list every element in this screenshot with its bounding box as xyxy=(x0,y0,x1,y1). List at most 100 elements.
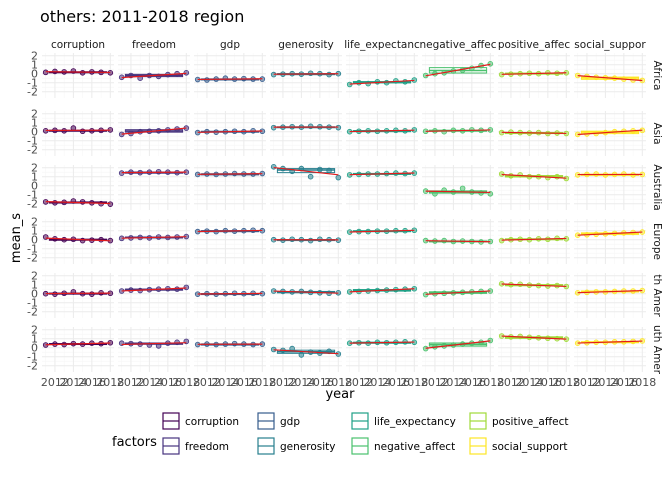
column-strip-negative_affect: negative_affec xyxy=(419,39,496,51)
trend-line-2-life_expectancy xyxy=(349,172,415,176)
y-tick-label-5-2: 0 xyxy=(31,342,38,355)
panel-3-negative_affect xyxy=(422,219,494,264)
row-strip-3: Europe xyxy=(651,223,663,260)
x-tick-label-1-2: 2016 xyxy=(154,376,182,389)
point-5-freedom-2015 xyxy=(155,343,162,349)
panel-2-life_expectancy xyxy=(346,165,418,210)
trend-line-1-social_support xyxy=(577,129,643,136)
trend-line-2-corruption xyxy=(45,201,111,205)
trend-line-5-life_expectancy xyxy=(349,341,415,344)
column-strip-social_support: social_suppor xyxy=(574,39,646,51)
x-tick-label-7-1: 2014 xyxy=(591,376,619,389)
legend-item-life_expectancy: life_expectancy xyxy=(351,412,456,430)
point-0-life_expectancy-2017 xyxy=(402,79,408,85)
panel-0-freedom xyxy=(118,53,190,98)
y-tick-label-4-4: 2 xyxy=(31,270,38,283)
panel-2-negative_affect xyxy=(422,165,494,210)
point-4-freedom-2018 xyxy=(183,284,190,291)
column-strip-life_expectancy: life_expectanc xyxy=(344,39,420,51)
trend-line-3-freedom xyxy=(121,236,187,239)
point-2-positive_affect-2017 xyxy=(554,173,560,180)
y-tick-label-2-3: 1 xyxy=(31,171,38,184)
point-5-freedom-2017 xyxy=(174,339,180,346)
trend-line-3-corruption xyxy=(45,237,111,242)
y-tick-label-3-3: 1 xyxy=(31,225,38,238)
trend-line-1-freedom xyxy=(121,127,187,135)
trend-line-3-social_support xyxy=(577,231,643,236)
trend-line-2-gdp xyxy=(197,173,263,175)
point-0-life_expectancy-2014 xyxy=(374,79,381,85)
y-axis-title: mean_s xyxy=(9,213,24,263)
y-tick-label-0-4: 2 xyxy=(31,50,38,63)
legend-item-gdp: gdp xyxy=(257,412,300,430)
x-tick-label-0-2: 2016 xyxy=(78,376,106,389)
panel-0-generosity xyxy=(270,53,342,98)
column-strip-corruption: corruption xyxy=(51,39,105,51)
trend-line-3-positive_affect xyxy=(501,237,567,241)
column-strip-gdp: gdp xyxy=(220,39,240,51)
y-tick-label-1-2: 0 xyxy=(31,126,38,139)
x-tick-label-6-0: 2012 xyxy=(497,376,525,389)
panel-1-corruption xyxy=(42,111,114,156)
legend-label-positive_affect: positive_affect xyxy=(492,416,568,428)
panel-2-positive_affect xyxy=(498,165,570,210)
point-3-generosity-2015 xyxy=(307,237,314,244)
point-0-corruption-2014 xyxy=(70,68,77,74)
y-tick-label-1-3: 1 xyxy=(31,117,38,130)
point-3-corruption-2017 xyxy=(98,236,104,243)
panel-0-corruption xyxy=(42,53,114,98)
row-strip-5: uth Amer xyxy=(651,325,663,375)
panel-5-generosity xyxy=(270,327,342,372)
y-tick-label-4-1: -1 xyxy=(27,297,38,310)
point-0-corruption-2011 xyxy=(42,69,49,76)
panel-5-social_support xyxy=(574,327,646,372)
point-1-negative_affect-2013 xyxy=(441,128,447,135)
panel-1-social_support xyxy=(574,111,646,156)
y-tick-label-0-2: 0 xyxy=(31,68,38,81)
panel-2-corruption xyxy=(42,165,114,210)
y-tick-label-4-0: -2 xyxy=(27,306,38,319)
legend-label-corruption: corruption xyxy=(185,416,239,428)
y-tick-label-1-4: 2 xyxy=(31,108,38,121)
y-tick-label-0-0: -2 xyxy=(27,86,38,99)
panel-0-social_support xyxy=(574,53,646,98)
x-tick-label-5-3: 2018 xyxy=(476,376,504,389)
panels-layer: corruption freedom gdp generosity life_expec… xyxy=(27,39,663,389)
panel-1-life_expectancy xyxy=(346,111,418,156)
legend-label-social_support: social_support xyxy=(492,441,568,453)
y-tick-label-2-0: -2 xyxy=(27,198,38,211)
panel-2-freedom xyxy=(118,165,190,210)
panel-4-corruption xyxy=(42,273,114,318)
trend-line-0-positive_affect xyxy=(501,72,567,75)
point-0-gdp-2012 xyxy=(204,77,210,83)
point-2-corruption-2018 xyxy=(107,201,114,207)
x-tick-label-6-2: 2016 xyxy=(534,376,562,389)
x-tick-label-3-1: 2014 xyxy=(287,376,315,389)
trend-line-4-negative_affect xyxy=(425,290,491,295)
column-strip-generosity: generosity xyxy=(278,39,333,51)
point-3-corruption-2013 xyxy=(61,236,67,243)
row-strip-4: th Amer xyxy=(651,274,663,317)
legend-item-generosity: generosity xyxy=(257,437,335,455)
panel-2-gdp xyxy=(194,165,266,210)
y-tick-label-2-2: 0 xyxy=(31,180,38,193)
legend-item-corruption: corruption xyxy=(162,412,239,430)
x-tick-label-1-3: 2018 xyxy=(172,376,200,389)
panel-3-corruption xyxy=(42,219,114,264)
x-tick-label-3-2: 2016 xyxy=(306,376,334,389)
panel-5-positive_affect xyxy=(498,327,570,372)
point-3-corruption-2015 xyxy=(79,237,86,244)
point-2-generosity-2016 xyxy=(317,166,323,173)
point-4-corruption-2016 xyxy=(89,291,95,297)
x-tick-label-0-3: 2018 xyxy=(96,376,124,389)
x-tick-label-1-0: 2012 xyxy=(117,376,145,389)
x-tick-label-6-3: 2018 xyxy=(552,376,580,389)
y-tick-label-3-2: 0 xyxy=(31,234,38,247)
trend-line-4-freedom xyxy=(121,287,187,292)
legend-item-social_support: social_support xyxy=(469,437,568,455)
panel-4-positive_affect xyxy=(498,273,570,318)
y-tick-label-3-0: -2 xyxy=(27,252,38,265)
x-tick-label-2-1: 2014 xyxy=(211,376,239,389)
panel-2-social_support xyxy=(574,165,646,210)
trend-line-5-social_support xyxy=(577,340,643,344)
